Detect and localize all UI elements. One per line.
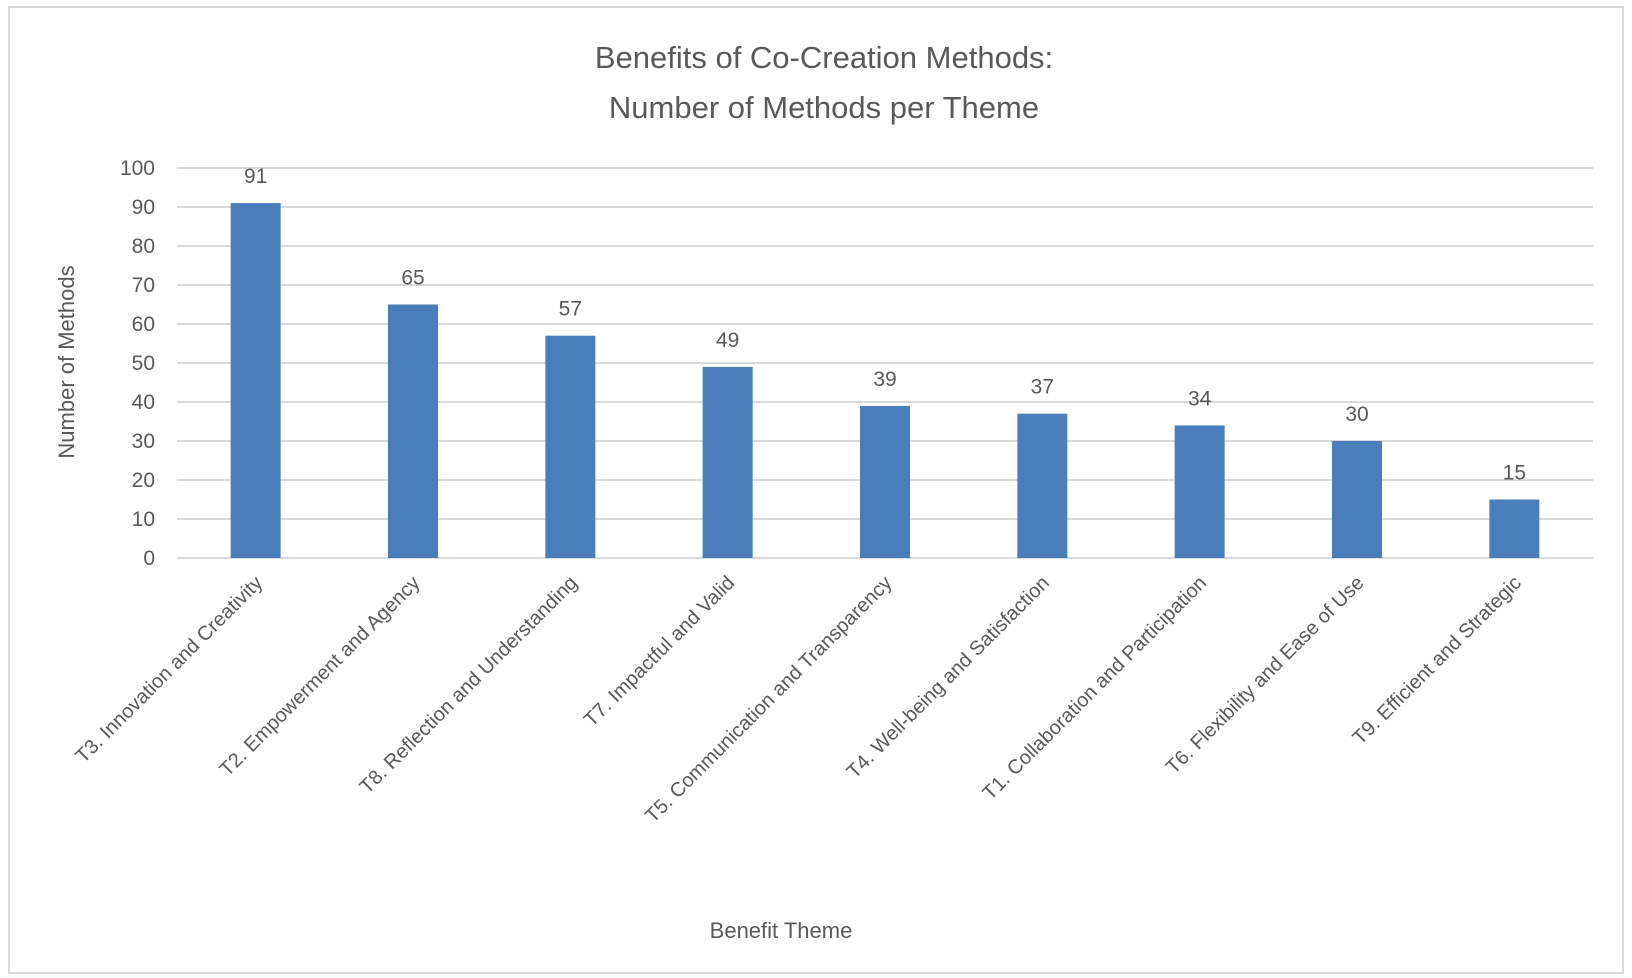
bar	[388, 304, 438, 558]
bar	[230, 203, 281, 558]
x-tick-label: T9. Efficient and Strategic	[1349, 572, 1526, 749]
x-tick-label: T5. Communication and Transparency	[641, 572, 896, 827]
y-tick-label: 40	[132, 391, 155, 414]
y-tick-label: 10	[132, 508, 155, 531]
data-label: 65	[401, 267, 424, 290]
y-tick-label: 0	[143, 547, 155, 570]
data-label: 34	[1188, 387, 1212, 410]
bar	[702, 366, 753, 558]
x-tick-label: T3. Innovation and Creativity	[72, 572, 268, 768]
data-label: 39	[873, 368, 896, 391]
chart-title-line-1: Benefits of Co-Creation Methods:	[595, 40, 1053, 75]
x-axis-title: Benefit Theme	[710, 918, 853, 943]
y-tick-label: 60	[132, 313, 155, 336]
y-tick-label: 80	[132, 235, 155, 258]
x-tick-label: T7. Impactful and Valid	[580, 572, 739, 731]
y-tick-label: 90	[132, 196, 155, 219]
bar	[1489, 499, 1540, 558]
y-tick-label: 30	[132, 430, 155, 453]
data-label: 37	[1031, 376, 1054, 399]
data-label: 30	[1345, 403, 1368, 426]
bar	[1332, 441, 1382, 558]
y-tick-label: 20	[132, 469, 155, 492]
bar	[1017, 413, 1068, 558]
data-label: 49	[716, 329, 739, 352]
bar	[1174, 425, 1225, 558]
data-label: 15	[1503, 462, 1526, 485]
chart-frame	[8, 6, 1624, 974]
y-tick-label: 100	[120, 157, 155, 180]
y-tick-label: 50	[132, 352, 155, 375]
y-tick-label: 70	[132, 274, 155, 297]
y-axis-title: Number of Methods	[54, 265, 79, 458]
bar	[860, 405, 910, 558]
data-label: 57	[559, 298, 582, 321]
chart-title-line-2: Number of Methods per Theme	[609, 90, 1039, 125]
data-label: 91	[244, 165, 267, 188]
bar	[545, 335, 596, 558]
